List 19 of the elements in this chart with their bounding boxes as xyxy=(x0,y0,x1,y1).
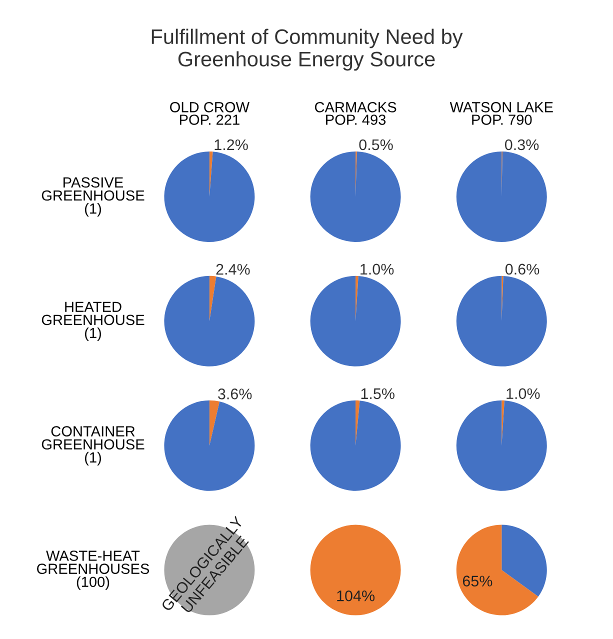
data-label: 1.0% xyxy=(360,264,394,275)
chart-title: CARMACKS POP. 493 xyxy=(314,102,396,125)
text: PASSIVE GREENHOUSE (1) xyxy=(42,177,144,217)
text: WASTE-HEAT GREENHOUSES (100) xyxy=(37,550,150,590)
data-label: 1.2% xyxy=(214,139,248,150)
data-label: 0.6% xyxy=(505,264,540,275)
data-label: 0.5% xyxy=(359,139,393,150)
chart-title: OLD CROW POP. 221 xyxy=(170,102,250,125)
text: HEATED GREENHOUSE (1) xyxy=(42,302,144,342)
data-label: 104% xyxy=(337,590,375,602)
text: CONTAINER GREENHOUSE (1) xyxy=(42,426,144,466)
data-label: 65% xyxy=(462,576,492,586)
data-label: 1.5% xyxy=(361,388,394,400)
data-label: 0.3% xyxy=(504,139,539,150)
chart-title: WATSON LAKE POP. 790 xyxy=(450,102,553,125)
data-label: 1.0% xyxy=(506,388,540,400)
data-label: 3.6% xyxy=(218,388,252,400)
text: Fulfillment of Community Need by Greenhouse Energy Source xyxy=(152,28,463,71)
data-label: 2.4% xyxy=(216,264,250,275)
